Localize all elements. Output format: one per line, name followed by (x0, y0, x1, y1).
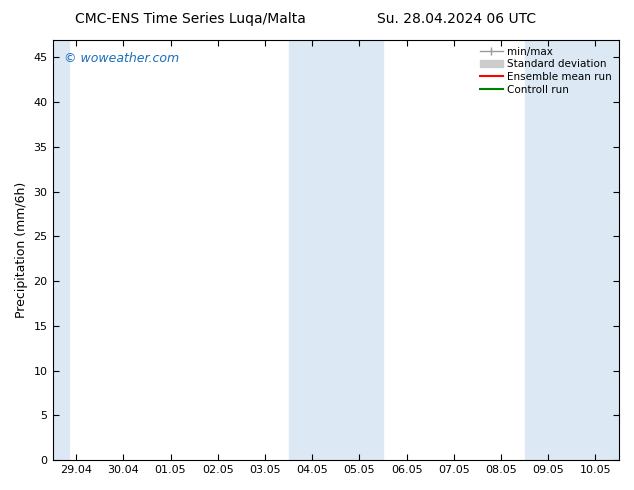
Text: © woweather.com: © woweather.com (64, 52, 179, 65)
Bar (53, 40, 69, 460)
Legend: min/max, Standard deviation, Ensemble mean run, Controll run: min/max, Standard deviation, Ensemble me… (478, 45, 614, 97)
Text: Su. 28.04.2024 06 UTC: Su. 28.04.2024 06 UTC (377, 12, 536, 26)
Text: CMC-ENS Time Series Luqa/Malta: CMC-ENS Time Series Luqa/Malta (75, 12, 306, 26)
Bar (524, 40, 619, 460)
Y-axis label: Precipitation (mm/6h): Precipitation (mm/6h) (15, 182, 28, 318)
Bar (288, 40, 383, 460)
